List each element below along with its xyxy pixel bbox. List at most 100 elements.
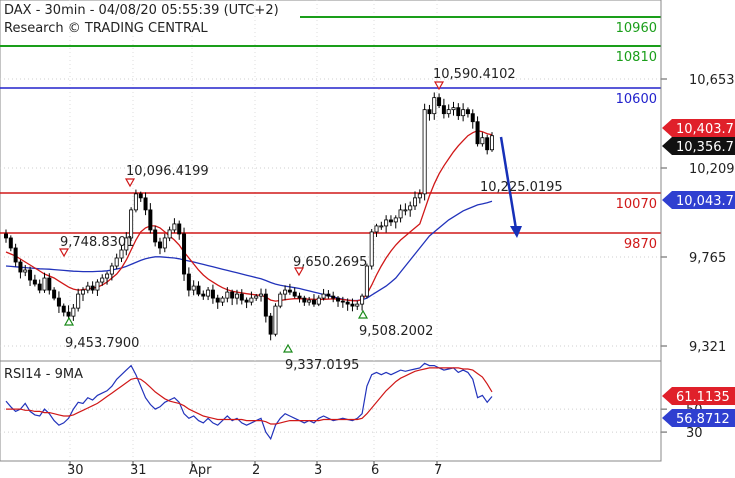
- candle-body: [441, 105, 446, 115]
- price-badge-label: 10,043.7: [676, 194, 734, 209]
- level-lines: 10960 10810 10600 10070 9870: [0, 16, 661, 252]
- candle-body: [32, 279, 37, 285]
- candles: [4, 92, 494, 341]
- candle-body: [61, 305, 66, 313]
- candle-body: [485, 137, 490, 151]
- candle-body: [80, 289, 85, 295]
- rsi-red-line: [6, 367, 493, 425]
- chart-title: DAX - 30min - 04/08/20 05:55:39 (UTC+2): [4, 3, 279, 18]
- high-marker-icon: [124, 178, 136, 188]
- candle-body: [475, 121, 480, 145]
- candle-body: [148, 209, 153, 231]
- candle-body: [374, 225, 379, 233]
- time-tick-label: 6: [371, 463, 379, 478]
- candle-body: [133, 193, 138, 211]
- price-tick-label: 9,765: [689, 251, 726, 266]
- candle-body: [66, 311, 71, 317]
- price-axis: 10,653 10,209 9,765 9,321: [660, 0, 735, 461]
- grid: [0, 0, 661, 461]
- price-badge: [662, 191, 735, 209]
- price-badge-label: 56.8712: [676, 412, 730, 427]
- candle-body: [13, 247, 18, 263]
- annotation-label: 9,748.8301: [60, 235, 134, 250]
- candle-body: [210, 289, 215, 299]
- price-badge: [662, 119, 735, 137]
- price-badge: [662, 137, 735, 155]
- level-label: 10960: [616, 21, 657, 36]
- candle-body: [379, 225, 384, 228]
- candle-body: [398, 209, 403, 219]
- price-badge-label: 61.1135: [676, 390, 730, 405]
- price-badge-label: 10,403.7: [676, 122, 734, 137]
- candle-body: [37, 283, 42, 291]
- candle-body: [8, 237, 13, 249]
- candle-body: [95, 281, 100, 291]
- candle-body: [182, 233, 187, 275]
- annotation-label: 10,590.4102: [433, 67, 516, 82]
- candle-body: [480, 137, 485, 145]
- candle-body: [76, 293, 81, 309]
- candle-body: [307, 299, 312, 303]
- candle-body: [427, 109, 432, 115]
- candle-body: [191, 285, 196, 291]
- candle-body: [408, 205, 413, 211]
- candle-body: [230, 291, 235, 299]
- candle-body: [432, 97, 437, 115]
- candle-body: [388, 219, 393, 223]
- candle-body: [283, 289, 288, 295]
- candle-body: [162, 237, 167, 249]
- candle-body: [470, 113, 475, 123]
- low-marker-icon: [63, 316, 75, 326]
- annotation-label: 9,337.0195: [285, 358, 359, 373]
- candle-body: [201, 293, 206, 297]
- candle-body: [287, 289, 292, 293]
- annotation-label: 9,453.7900: [65, 336, 139, 351]
- rsi-tick-label: 30: [686, 426, 703, 441]
- level-label: 10810: [616, 50, 657, 65]
- forecast-arrow: [499, 136, 522, 238]
- price-tick-label: 10,653: [689, 73, 735, 88]
- candle-body: [461, 109, 466, 117]
- price-badge: [662, 387, 735, 405]
- candle-body: [124, 237, 129, 251]
- candle-body: [345, 301, 350, 305]
- candle-body: [273, 305, 278, 335]
- candle-body: [239, 293, 244, 301]
- price-badge: [662, 409, 735, 427]
- rsi-blue-line: [5, 362, 493, 441]
- candle-body: [105, 273, 110, 279]
- candle-body: [384, 219, 389, 227]
- candle-body: [85, 285, 90, 291]
- level-label: 9870: [624, 237, 657, 252]
- candle-body: [177, 223, 182, 235]
- time-tick-label: 7: [434, 463, 442, 478]
- candle-body: [56, 297, 61, 307]
- price-tick-label: 10,209: [689, 162, 735, 177]
- candle-body: [254, 295, 259, 299]
- candle-body: [369, 231, 374, 267]
- time-tick-label: Apr: [189, 463, 212, 478]
- time-tick-label: 31: [130, 463, 147, 478]
- candle-body: [360, 295, 365, 305]
- candle-body: [302, 297, 307, 303]
- candle-body: [129, 209, 134, 239]
- candle-body: [403, 209, 408, 212]
- candle-body: [364, 265, 369, 297]
- candle-body: [321, 293, 326, 299]
- rsi-title: RSI14 - 9MA: [4, 367, 83, 382]
- candle-body: [331, 295, 336, 299]
- candle-body: [268, 315, 273, 335]
- candle-body: [417, 193, 422, 199]
- candle-body: [109, 265, 114, 275]
- candle-body: [206, 289, 211, 297]
- candle-body: [297, 295, 302, 299]
- candle-body: [413, 197, 418, 207]
- candle-body: [263, 293, 268, 317]
- chart-subtitle: Research © TRADING CENTRAL: [4, 21, 208, 36]
- candle-body: [23, 269, 28, 273]
- candle-body: [196, 285, 201, 295]
- price-badge-label: 10,356.7: [676, 140, 734, 155]
- high-marker-icon: [433, 81, 445, 91]
- candle-body: [186, 273, 191, 291]
